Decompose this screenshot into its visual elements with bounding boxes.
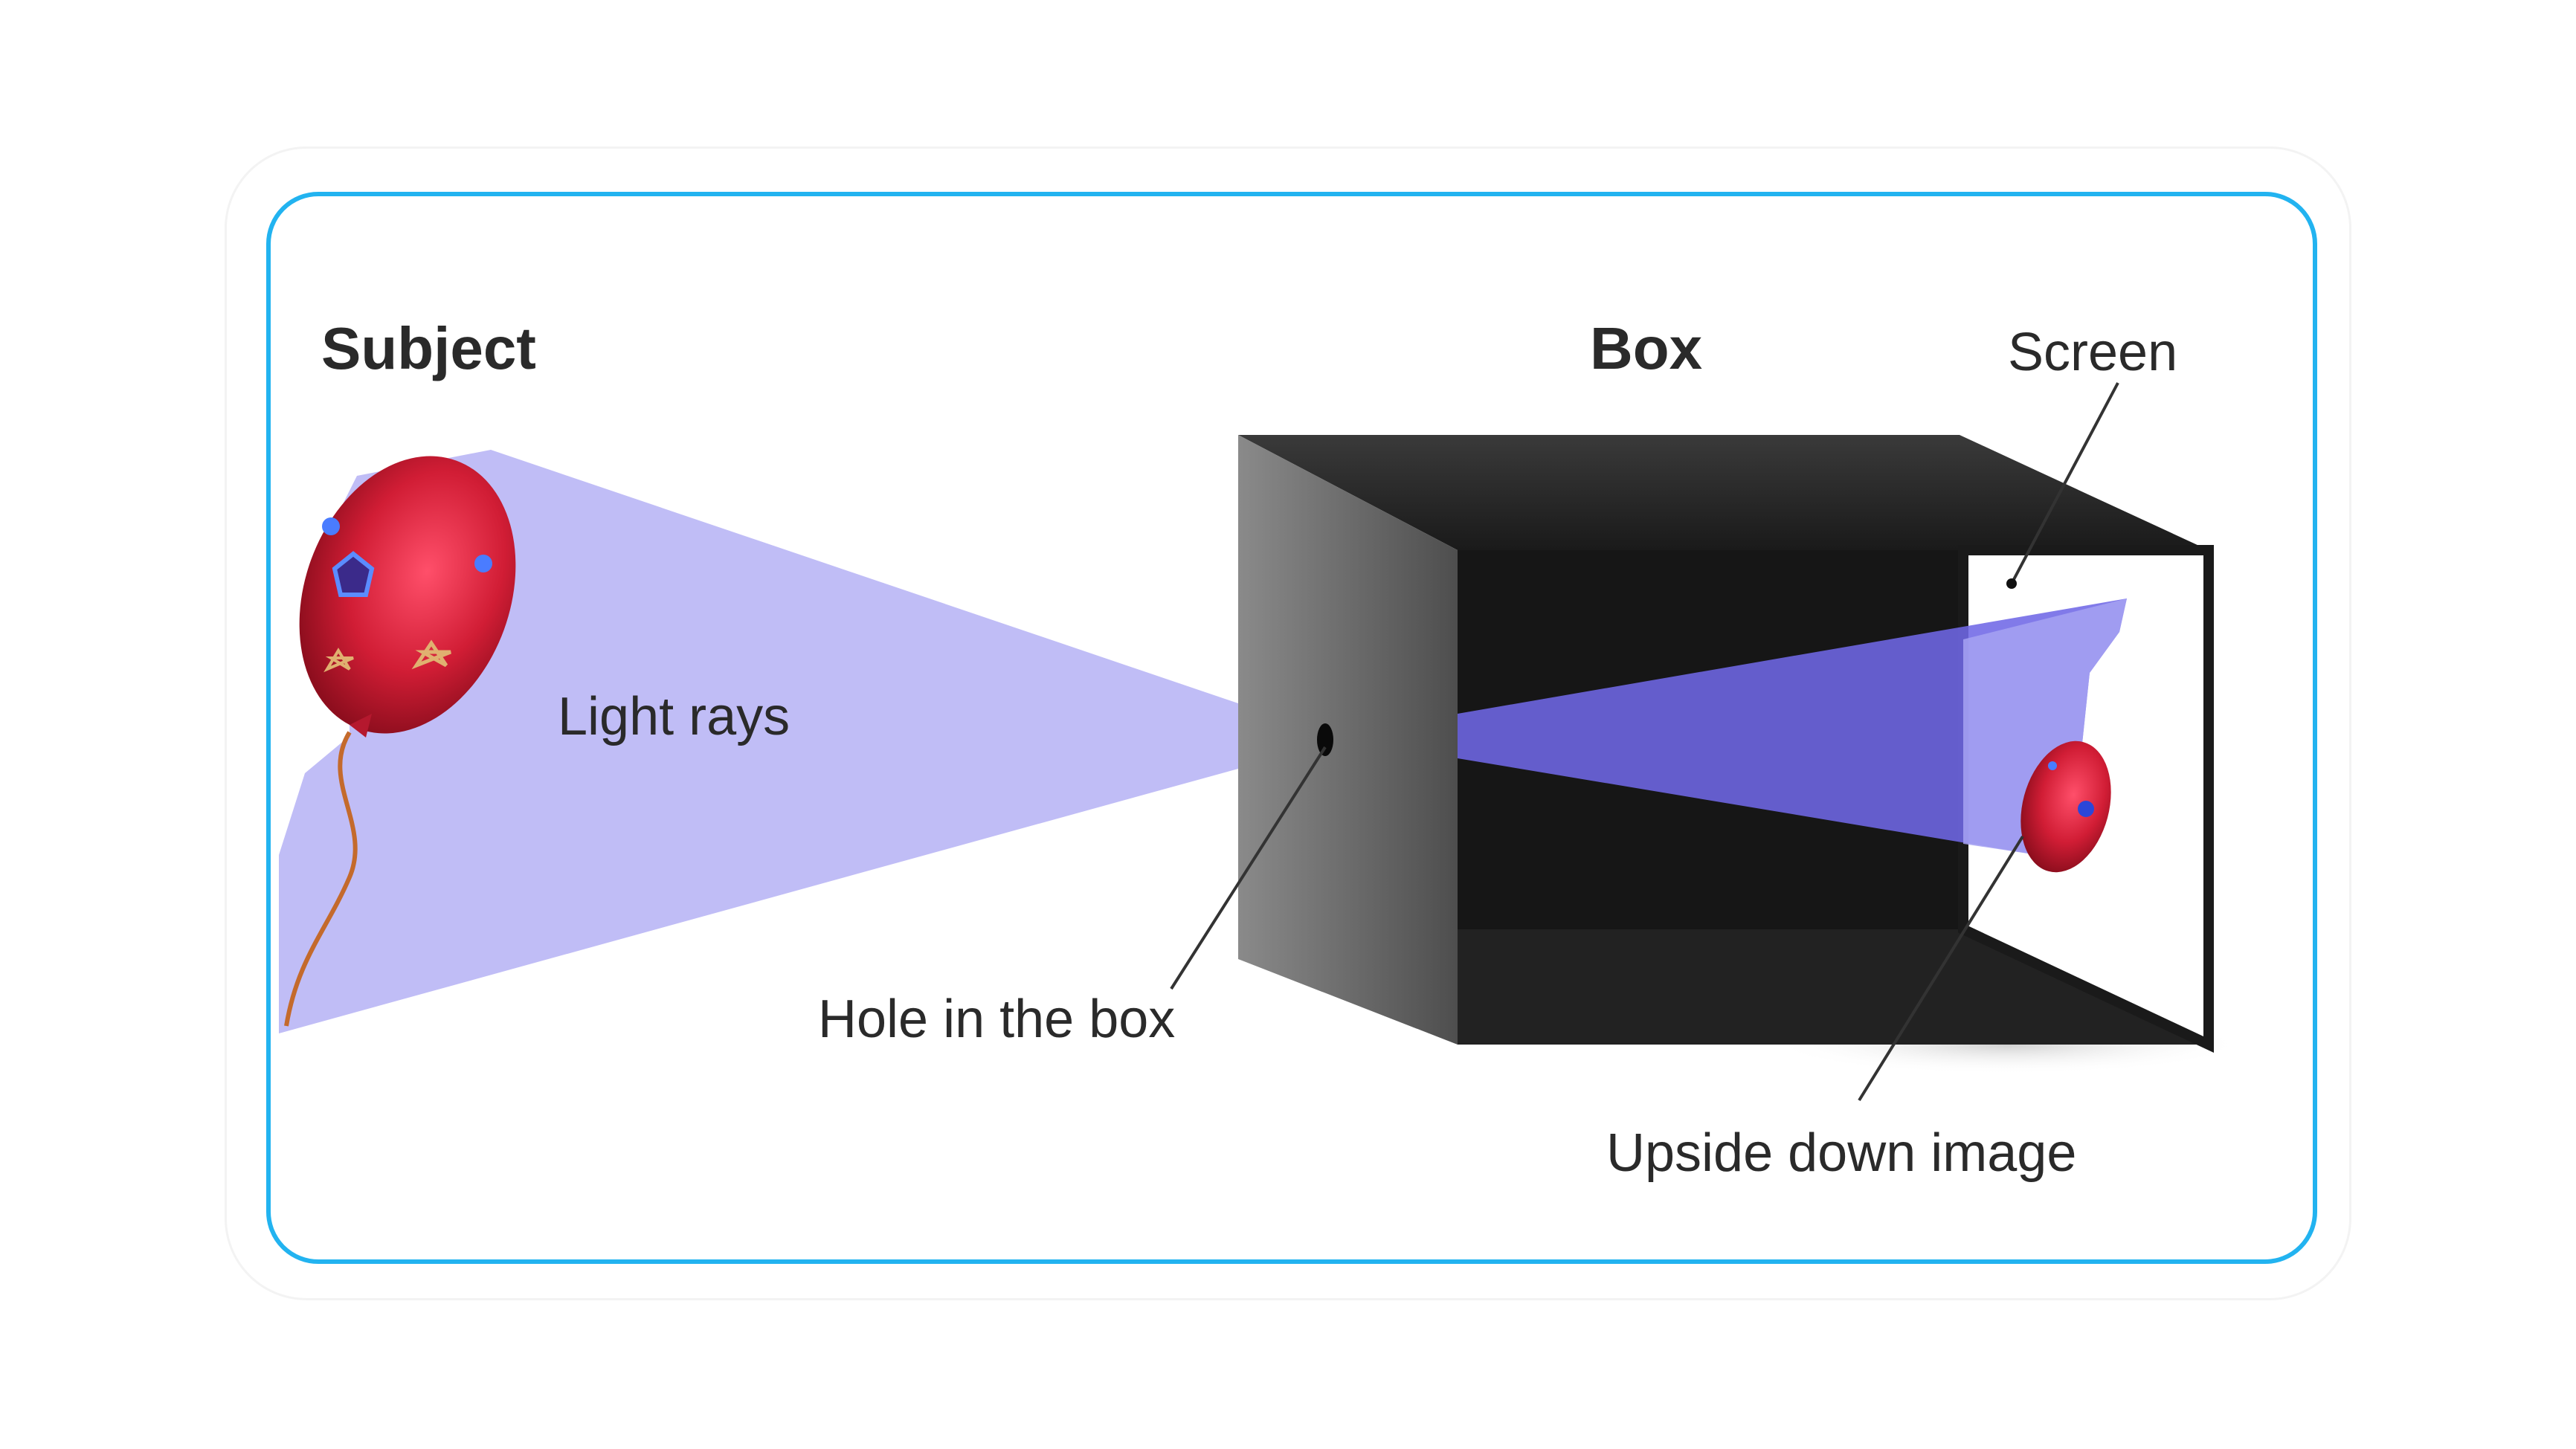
upside-down-image-label: Upside down image bbox=[1606, 1123, 2076, 1183]
balloon-string bbox=[284, 731, 358, 1027]
box-front-face bbox=[1238, 435, 1458, 1045]
light-rays-inside-box bbox=[1458, 598, 2127, 855]
box-label: Box bbox=[1590, 315, 1702, 381]
subject-label: Subject bbox=[321, 315, 536, 381]
box-top-face bbox=[1238, 435, 2209, 550]
screen-leader-line bbox=[2010, 382, 2119, 584]
upside-down-balloon-image bbox=[2020, 740, 2111, 873]
hole-label: Hole in the box bbox=[818, 990, 1175, 1049]
hole-leader-line bbox=[1170, 746, 1327, 990]
balloon-subject bbox=[299, 456, 516, 738]
pinhole bbox=[1317, 723, 1333, 756]
image-leader-line bbox=[1858, 835, 2024, 1102]
light-rays-label: Light rays bbox=[558, 687, 790, 746]
screen-label: Screen bbox=[2008, 323, 2177, 382]
light-rays-cone bbox=[279, 450, 1324, 1033]
balloon-star-pattern bbox=[332, 551, 375, 597]
